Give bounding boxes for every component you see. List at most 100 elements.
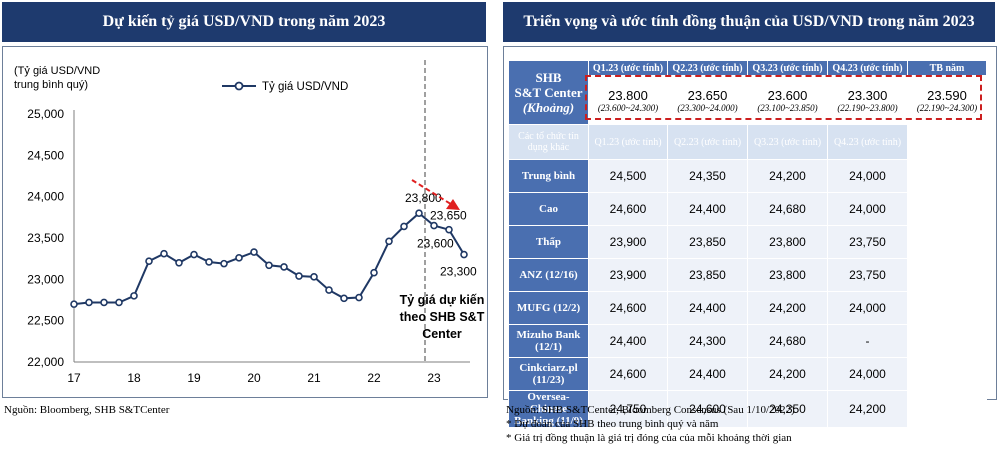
right-source-note: Nguồn: SHB S&TCenter, Bloomberg Consensu… (506, 404, 795, 416)
table-cell-empty (907, 258, 987, 292)
table-cell: 24,000 (827, 357, 908, 391)
table-row: Oversea-Chinese Banking (11/9) 24,750 24,6… (508, 390, 987, 428)
sub-header-quarter: Q1.23 (ước tính) (588, 124, 668, 160)
data-point (400, 222, 408, 231)
shb-forecast-range: (22.190~23.800) (837, 102, 898, 113)
data-point (385, 237, 393, 246)
shb-forecast-value: 23.600 (767, 87, 808, 103)
data-point (70, 300, 78, 308)
consensus-table: SHB S&T Center (Khoảng) Q1.23 (ước tính)… (508, 60, 987, 428)
data-point (235, 254, 243, 262)
x-tick-label: 19 (187, 371, 201, 385)
x-tick-label: 21 (307, 371, 321, 385)
quarter-header: Q1.23 (ước tính) (588, 60, 668, 76)
sub-header-institutions: Các tổ chức tín dụng khác (508, 124, 589, 160)
sub-header-quarter: Q3.23 (ước tính) (747, 124, 828, 160)
table-cell: 24,400 (588, 324, 668, 358)
table-cell: 23,850 (667, 225, 748, 259)
table-cell: 24,000 (827, 291, 908, 325)
right-footnote-1: * Dự đoán của SHB theo trung bình quý và… (506, 418, 719, 430)
forecast-label: theo SHB S&T (400, 310, 485, 324)
table-cell: 24,750 (588, 390, 668, 428)
data-point (160, 249, 168, 258)
shb-forecast-range: (23.600~24.300) (597, 102, 659, 113)
shb-forecast-cell: 23.590 (22.190~24.300) (907, 75, 987, 125)
shb-forecast-cell: 23.650 (23.300~24.000) (667, 75, 748, 125)
shb-forecast-cell: 23.800 (23.600~24.300) (588, 75, 668, 125)
x-tick-label: 17 (67, 371, 81, 385)
row-label: Cao (508, 192, 589, 226)
y-tick-label: 25,000 (27, 107, 64, 121)
y-tick-label: 22,000 (27, 355, 64, 369)
right-panel-title: Triển vọng và ước tính đồng thuận của US… (503, 2, 995, 42)
data-point (205, 258, 213, 266)
table-cell: 24,200 (747, 357, 828, 391)
table-body: Trung bình 24,500 24,350 24,200 24,000 Cao 24,… (508, 159, 987, 428)
y-axis-label: (Tỷ giá USD/VND (14, 65, 100, 77)
data-point (340, 294, 348, 303)
row-label: Trung bình (508, 159, 589, 193)
data-point (145, 257, 153, 265)
data-point (190, 250, 198, 259)
shb-header-line2: S&T Center (514, 85, 583, 100)
table-cell: - (827, 324, 908, 358)
data-point (445, 225, 453, 234)
row-label: Oversea-Chinese Banking (11/9) (508, 390, 589, 428)
table-cell-empty (907, 192, 987, 226)
data-label: 23,300 (440, 265, 477, 279)
table-cell-empty (907, 324, 987, 358)
table-cell: 24,400 (667, 291, 748, 325)
trend-arrow-head (446, 199, 460, 210)
x-tick-label: 20 (247, 371, 261, 385)
x-tick-label: 18 (127, 371, 141, 385)
data-point (100, 298, 108, 307)
data-point (220, 259, 228, 268)
data-point (130, 292, 138, 300)
y-tick-label: 23,000 (27, 272, 64, 286)
right-footnote-2: * Giá trị đồng thuận là giá trị đóng của… (506, 432, 792, 444)
table-cell: 24,680 (747, 324, 828, 358)
row-label: Mizuho Bank (12/1) (508, 324, 589, 358)
table-cell-empty (907, 225, 987, 259)
row-label: MUFG (12/2) (508, 291, 589, 325)
table-cell: 23,750 (827, 225, 908, 259)
sub-header-quarter: Q2.23 (ước tính) (667, 124, 748, 160)
data-point (460, 250, 468, 259)
shb-forecast-cell: 23.600 (23.100~23.850) (747, 75, 828, 125)
data-point (430, 221, 438, 230)
y-tick-label: 24,000 (27, 190, 64, 204)
table-cell: 24,350 (667, 159, 748, 193)
table-cell: 24,200 (747, 291, 828, 325)
y-tick-label: 22,500 (27, 314, 64, 328)
table-row: ANZ (12/16) 23,900 23,850 23,800 23,750 (508, 258, 987, 292)
table-cell: 24,400 (667, 357, 748, 391)
shb-header-cell: SHB S&T Center (Khoảng) (508, 60, 589, 125)
row-label: Thấp (508, 225, 589, 259)
quarter-header: Q4.23 (ước tính) (827, 60, 908, 76)
table-cell: 24,600 (667, 390, 748, 428)
y-axis-label: trung bình quý) (14, 79, 88, 91)
table-row: Cinkciarz.pl (11/23) 24,600 24,400 24,200 24… (508, 357, 987, 391)
shb-header-line3: (Khoảng) (522, 100, 575, 115)
table-row: Thấp 23,900 23,850 23,800 23,750 (508, 225, 987, 259)
legend-marker (234, 81, 244, 91)
table-cell: 24,350 (747, 390, 828, 428)
year-avg-header: TB năm (907, 60, 987, 76)
data-point (250, 248, 258, 256)
table-cell: 23,800 (747, 258, 828, 292)
table-cell-empty (907, 159, 987, 193)
data-label: 23,800 (405, 191, 442, 205)
trend-arrow-line (411, 179, 455, 207)
quarter-header: Q3.23 (ước tính) (747, 60, 828, 76)
shb-forecast-range: (23.300~24.000) (677, 102, 738, 113)
table-cell-empty (907, 291, 987, 325)
legend-label: Tỷ giá USD/VND (262, 81, 348, 93)
left-source-note: Nguồn: Bloomberg, SHB S&TCenter (4, 404, 170, 416)
y-tick-label: 23,500 (27, 231, 64, 245)
table-cell: 23,900 (588, 258, 668, 292)
data-point (280, 263, 288, 271)
table-row: Cao 24,600 24,400 24,680 24,000 (508, 192, 987, 226)
table-cell: 24,000 (827, 192, 908, 226)
forecast-label: Tỷ giá dự kiến (400, 293, 485, 307)
sub-header-quarter: Q4.23 (ước tính) (827, 124, 908, 160)
